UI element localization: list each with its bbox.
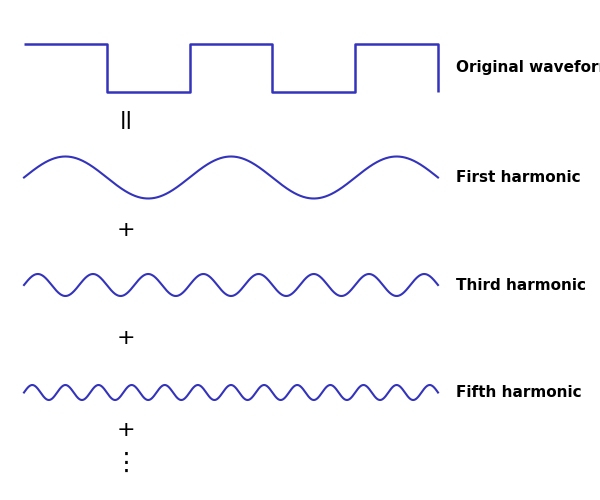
Text: +: +: [116, 328, 136, 347]
Text: ||: ||: [119, 111, 133, 129]
Text: ⋮: ⋮: [113, 450, 139, 474]
Text: First harmonic: First harmonic: [456, 170, 581, 185]
Text: Original waveform: Original waveform: [456, 60, 600, 75]
Text: +: +: [116, 420, 136, 440]
Text: Third harmonic: Third harmonic: [456, 278, 586, 292]
Text: +: +: [116, 220, 136, 240]
Text: Fifth harmonic: Fifth harmonic: [456, 385, 581, 400]
